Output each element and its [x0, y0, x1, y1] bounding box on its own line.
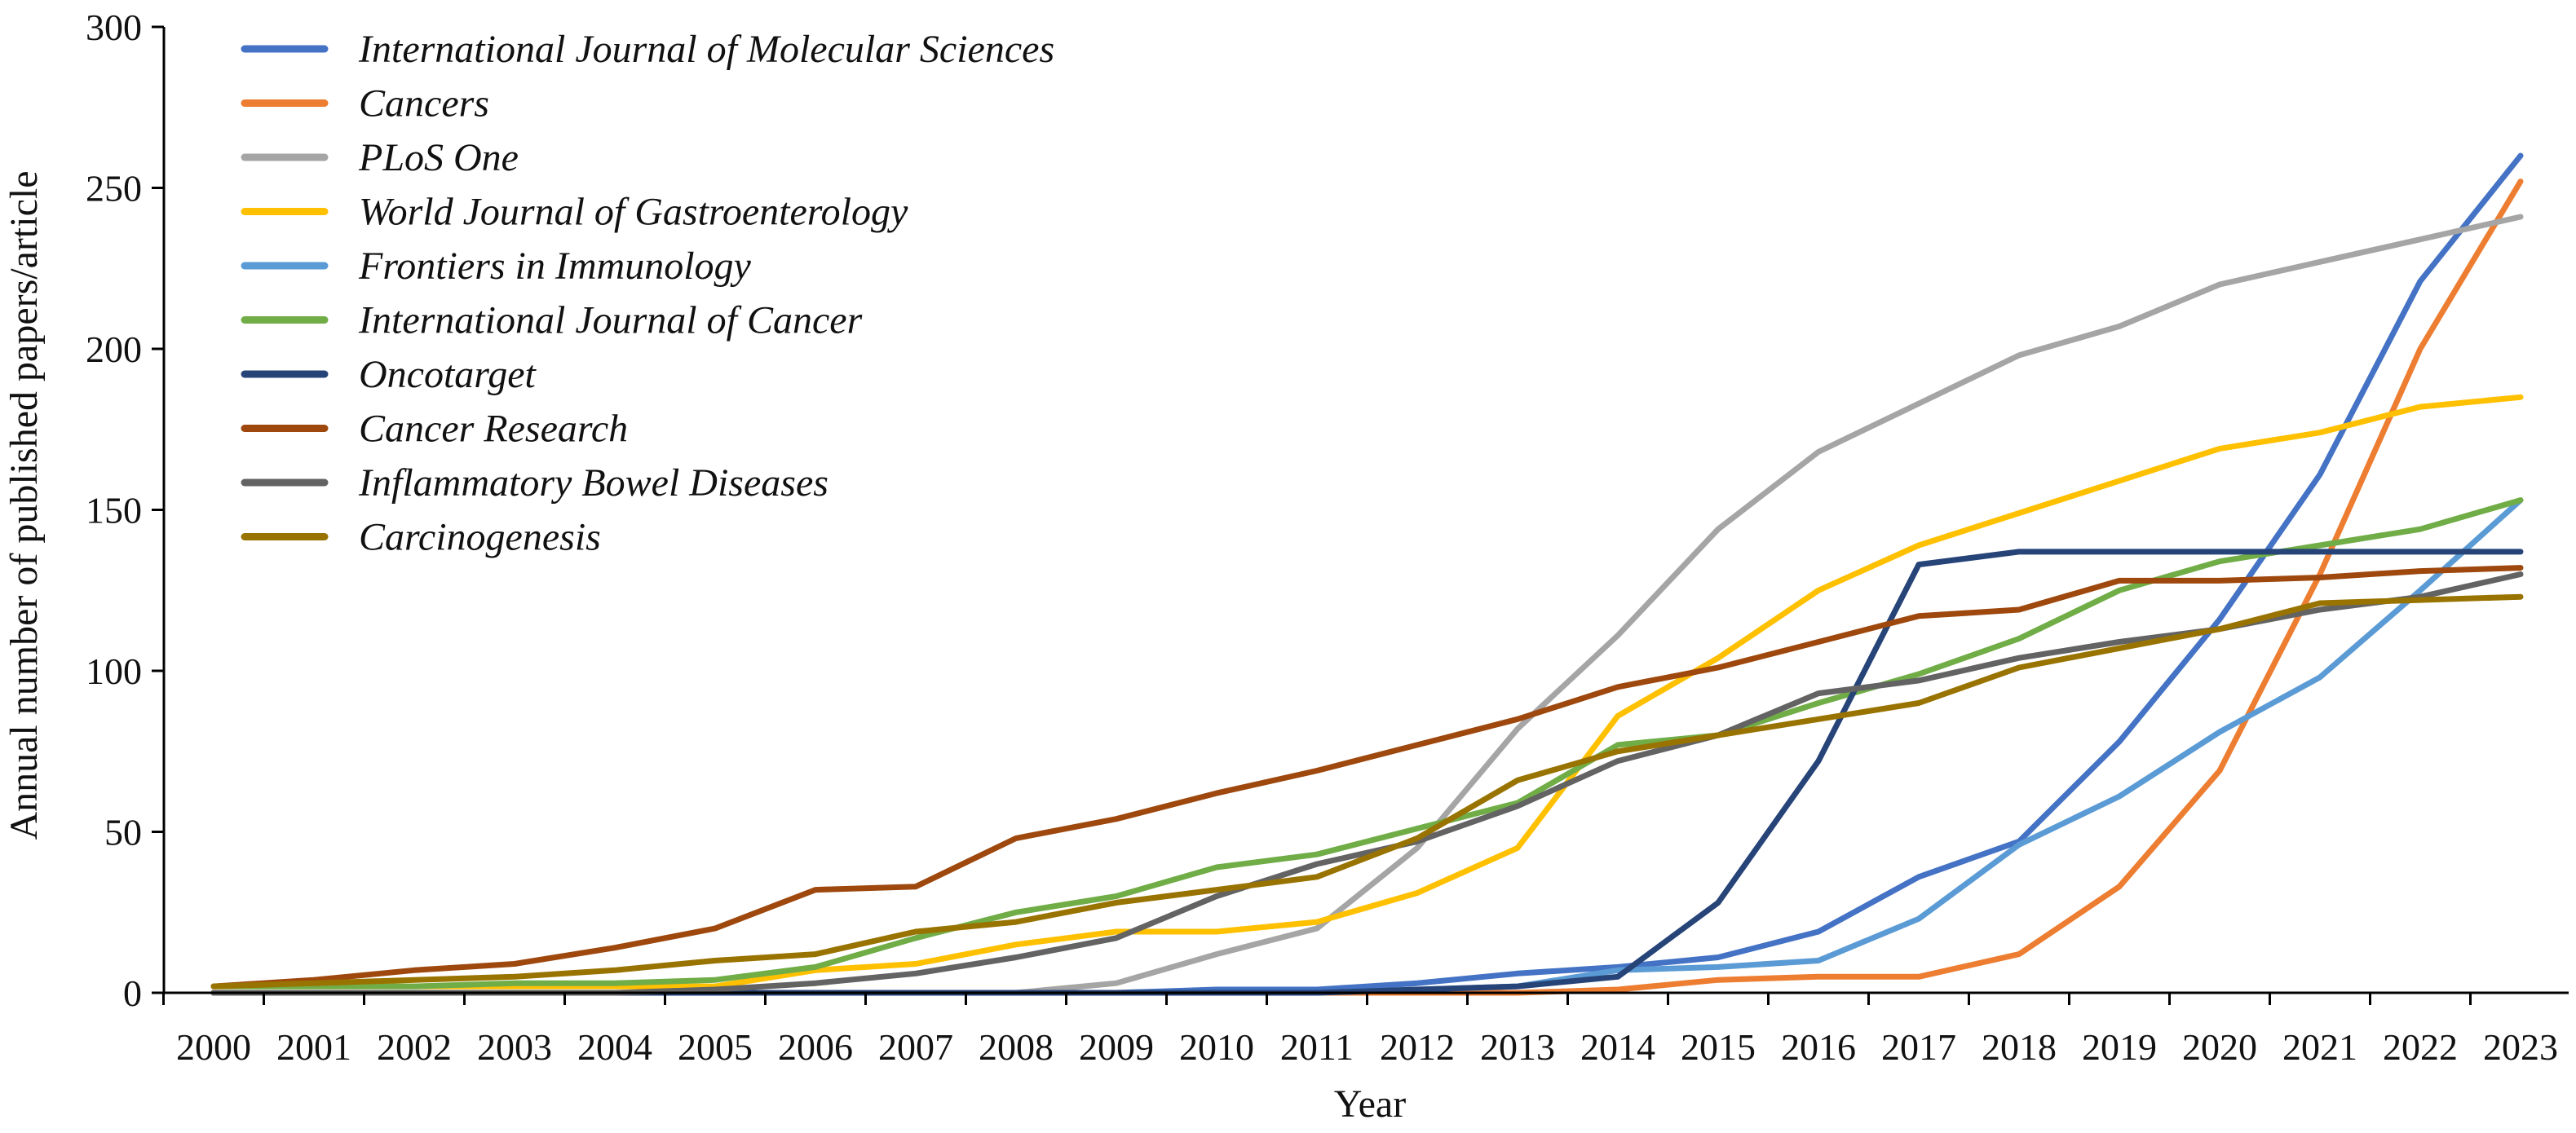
legend-label: International Journal of Cancer [358, 299, 863, 342]
axes [162, 27, 2569, 994]
legend-label: Frontiers in Immunology [358, 245, 752, 288]
series-line-world-journal-of-gastroenterology [210, 394, 2524, 990]
x-tick-label: 2010 [1179, 1026, 1254, 1068]
x-tick-label: 2001 [276, 1026, 351, 1068]
y-axis-title: Annual number of published papers/articl… [2, 170, 46, 840]
x-tick-label: 2003 [477, 1026, 552, 1068]
x-tick-label: 2012 [1380, 1026, 1455, 1068]
legend-item: International Journal of Molecular Scien… [241, 28, 1054, 71]
x-tick-label: 2019 [2082, 1026, 2157, 1068]
y-tick-label: 200 [86, 328, 142, 370]
series-line-cancer-research [210, 565, 2524, 990]
x-tick-label: 2004 [577, 1026, 652, 1068]
legend: International Journal of Molecular Scien… [241, 28, 1054, 559]
x-tick-label: 2022 [2383, 1026, 2458, 1068]
series-line-carcinogenesis [210, 593, 2524, 990]
y-tick-label: 300 [86, 7, 142, 48]
x-tick-label: 2005 [678, 1026, 753, 1068]
x-axis-ticks: 2000 2001 2002 2003 2004 2005 2006 2007 2008 2009… [162, 993, 2558, 1068]
x-tick-label: 2020 [2182, 1026, 2257, 1068]
y-tick-label: 50 [104, 812, 142, 853]
legend-label: International Journal of Molecular Scien… [358, 28, 1054, 71]
y-tick-label: 0 [123, 972, 142, 1014]
legend-item: International Journal of Cancer [241, 299, 863, 342]
x-tick-label: 2006 [778, 1026, 853, 1068]
x-tick-label: 2015 [1681, 1026, 1756, 1068]
legend-item: Inflammatory Bowel Diseases [241, 461, 828, 505]
x-tick-label: 2009 [1079, 1026, 1154, 1068]
y-tick-label: 100 [86, 650, 142, 692]
x-tick-label: 2008 [979, 1026, 1054, 1068]
x-tick-label: 2000 [176, 1026, 251, 1068]
x-tick-label: 2007 [878, 1026, 953, 1068]
y-tick-label: 250 [86, 168, 142, 209]
series-line-oncotarget [210, 549, 2524, 996]
legend-label: Cancers [359, 82, 489, 126]
x-tick-label: 2014 [1580, 1026, 1655, 1068]
legend-label: World Journal of Gastroenterology [359, 191, 908, 234]
x-tick-label: 2018 [1982, 1026, 2057, 1068]
x-tick-label: 2011 [1280, 1026, 1354, 1068]
legend-label: Carcinogenesis [359, 516, 601, 559]
x-tick-label: 2017 [1881, 1026, 1956, 1068]
y-tick-label: 150 [86, 490, 142, 531]
legend-label: Oncotarget [359, 353, 537, 396]
legend-item: Oncotarget [241, 353, 537, 396]
legend-item: Frontiers in Immunology [241, 245, 752, 288]
legend-label: Inflammatory Bowel Diseases [358, 461, 828, 505]
legend-item: Carcinogenesis [241, 516, 601, 559]
x-tick-label: 2016 [1781, 1026, 1856, 1068]
series-line-international-journal-of-cancer [210, 497, 2524, 990]
x-tick-label: 2013 [1480, 1026, 1555, 1068]
x-axis-title: Year [1334, 1082, 1406, 1126]
x-tick-label: 2002 [377, 1026, 452, 1068]
legend-item: PLoS One [241, 136, 519, 179]
y-axis-ticks: 0 50 100 150 200 250 300 [86, 7, 164, 1014]
legend-label: Cancer Research [359, 408, 628, 451]
x-tick-label: 2021 [2282, 1026, 2357, 1068]
legend-item: World Journal of Gastroenterology [241, 191, 908, 234]
legend-item: Cancer Research [241, 408, 628, 451]
legend-label: PLoS One [358, 136, 519, 179]
x-tick-label: 2023 [2483, 1026, 2558, 1068]
legend-item: Cancers [241, 82, 489, 126]
